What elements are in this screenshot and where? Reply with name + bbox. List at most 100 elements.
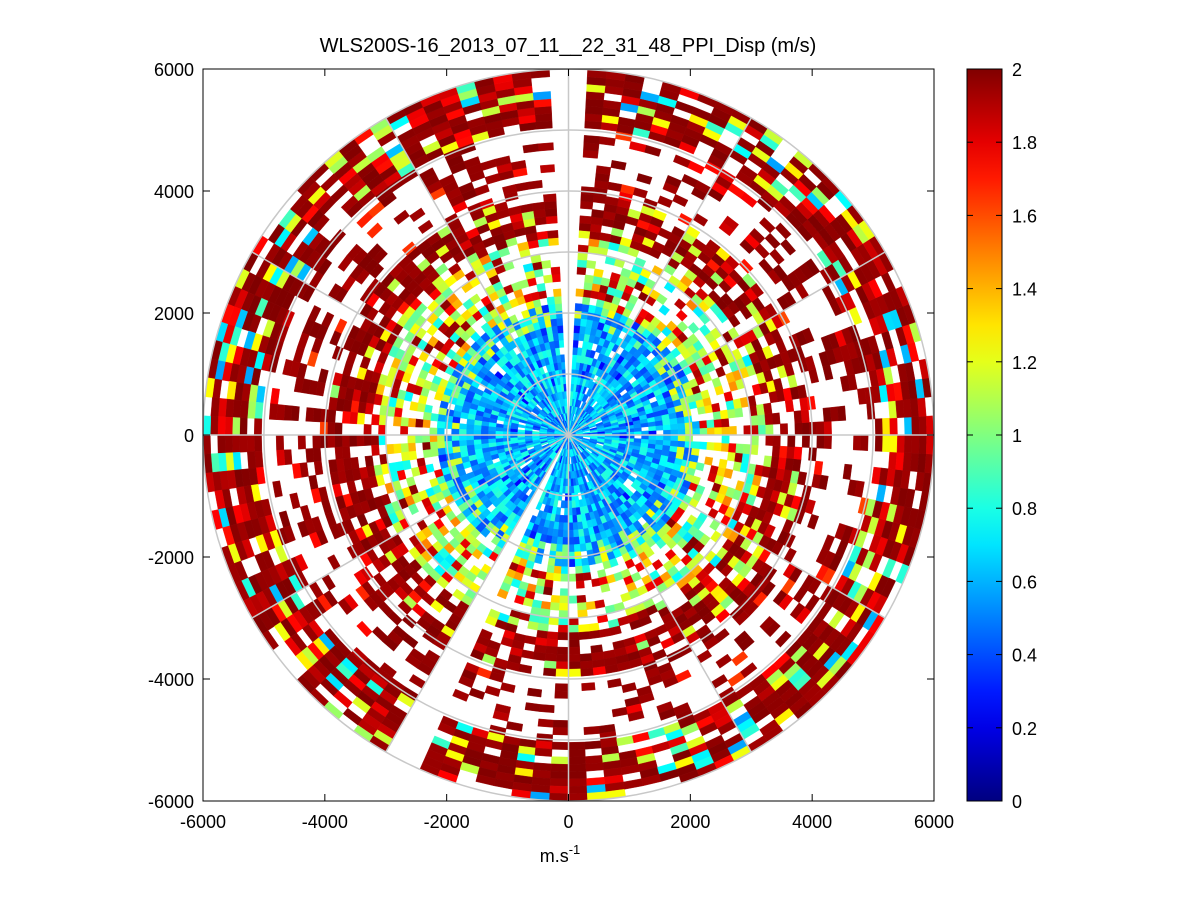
range-gate-cell bbox=[695, 462, 705, 472]
range-gate-cell bbox=[889, 417, 898, 436]
range-gate-cell bbox=[324, 511, 337, 528]
range-gate-cell bbox=[231, 417, 241, 436]
range-gate-cell bbox=[502, 184, 518, 195]
range-gate-cell bbox=[677, 428, 686, 436]
range-gate-cell bbox=[723, 391, 734, 402]
range-gate-cell bbox=[772, 434, 781, 447]
range-gate-cell bbox=[393, 416, 402, 427]
range-gate-cell bbox=[417, 219, 434, 234]
range-gate-cell bbox=[505, 721, 524, 732]
range-gate-cell bbox=[363, 434, 372, 446]
x-tick-label: -2000 bbox=[424, 812, 470, 832]
range-gate-cell bbox=[556, 646, 569, 655]
range-gate-cell bbox=[458, 429, 467, 436]
range-gate-cell bbox=[327, 409, 337, 423]
range-gate-cell bbox=[246, 434, 255, 453]
y-tick-label: 6000 bbox=[154, 60, 194, 80]
range-gate-cell bbox=[409, 207, 426, 223]
range-gate-cell bbox=[217, 434, 226, 454]
range-gate-cell bbox=[437, 447, 447, 456]
range-gate-cell bbox=[547, 237, 559, 246]
range-gate-cell bbox=[422, 411, 432, 421]
range-gate-cell bbox=[808, 447, 817, 462]
range-gate-cell bbox=[801, 434, 810, 448]
range-gate-cell bbox=[487, 426, 497, 432]
range-gate-cell bbox=[544, 579, 554, 589]
range-gate-cell bbox=[545, 215, 558, 225]
range-gate-cell bbox=[313, 460, 324, 476]
chart-title: WLS200S-16_2013_07_11__22_31_48_PPI_Disp… bbox=[320, 35, 817, 57]
range-gate-cell bbox=[568, 537, 575, 546]
range-gate-cell bbox=[681, 173, 699, 188]
range-gate-cell bbox=[551, 273, 561, 283]
range-gate-cell bbox=[544, 208, 558, 217]
range-gate-cell bbox=[651, 741, 671, 754]
range-gate-cell bbox=[537, 142, 554, 152]
range-gate-cell bbox=[749, 228, 766, 244]
range-gate-cell bbox=[573, 543, 581, 553]
range-gate-cell bbox=[775, 222, 792, 240]
range-gate-cell bbox=[409, 401, 419, 412]
y-tick-label: -2000 bbox=[148, 548, 194, 568]
range-gate-cell bbox=[707, 507, 719, 520]
range-gate-cell bbox=[807, 162, 828, 182]
range-gate-cell bbox=[568, 544, 575, 553]
range-gate-cell bbox=[786, 446, 796, 459]
range-gate-cell bbox=[334, 434, 343, 448]
range-gate-cell bbox=[341, 446, 351, 459]
range-gate-cell bbox=[918, 415, 927, 436]
range-gate-cell bbox=[458, 423, 467, 430]
range-gate-cell bbox=[577, 602, 588, 611]
range-gate-cell bbox=[568, 639, 580, 648]
range-gate-cell bbox=[784, 399, 795, 413]
range-gate-cell bbox=[346, 480, 357, 494]
range-gate-cell bbox=[715, 366, 726, 378]
range-gate-cell bbox=[665, 175, 682, 188]
range-gate-cell bbox=[253, 434, 263, 452]
range-gate-cell bbox=[341, 411, 351, 424]
range-gate-cell bbox=[610, 160, 627, 171]
range-gate-cell bbox=[699, 420, 708, 429]
range-gate-cell bbox=[471, 548, 483, 560]
range-gate-cell bbox=[203, 415, 212, 436]
range-gate-cell bbox=[574, 303, 583, 312]
range-gate-cell bbox=[556, 536, 564, 545]
range-gate-cell bbox=[677, 440, 686, 448]
range-gate-cell bbox=[407, 503, 419, 516]
range-gate-cell bbox=[633, 438, 642, 443]
range-gate-cell bbox=[823, 434, 832, 450]
range-gate-cell bbox=[860, 434, 869, 451]
range-gate-cell bbox=[465, 434, 474, 441]
range-gate-cell bbox=[436, 441, 446, 450]
range-gate-cell bbox=[568, 771, 587, 780]
range-gate-cell bbox=[537, 718, 554, 728]
range-gate-cell bbox=[553, 295, 562, 305]
range-gate-cell bbox=[764, 232, 781, 250]
range-gate-cell bbox=[558, 339, 565, 348]
range-gate-cell bbox=[579, 318, 588, 327]
range-gate-cell bbox=[532, 91, 552, 101]
range-gate-cell bbox=[573, 317, 581, 327]
range-gate-cell bbox=[476, 667, 492, 679]
range-gate-cell bbox=[574, 492, 580, 501]
range-gate-cell bbox=[677, 434, 686, 442]
range-gate-cell bbox=[720, 417, 730, 428]
range-gate-cell bbox=[310, 488, 322, 504]
range-gate-cell bbox=[882, 417, 891, 436]
range-gate-cell bbox=[436, 434, 445, 443]
range-gate-cell bbox=[728, 443, 737, 453]
range-gate-cell bbox=[874, 434, 884, 452]
range-gate-cell bbox=[557, 529, 564, 538]
range-gate-cell bbox=[797, 384, 808, 399]
range-gate-cell bbox=[466, 418, 475, 426]
range-gate-cell bbox=[550, 763, 569, 772]
range-gate-cell bbox=[837, 405, 847, 422]
range-gate-cell bbox=[804, 355, 816, 371]
range-gate-cell bbox=[451, 428, 460, 436]
range-gate-cell bbox=[568, 559, 576, 568]
range-gate-cell bbox=[574, 310, 582, 319]
range-gate-cell bbox=[638, 692, 655, 704]
range-gate-cell bbox=[356, 434, 365, 447]
range-gate-cell bbox=[632, 731, 651, 744]
range-gate-cell bbox=[895, 563, 910, 585]
